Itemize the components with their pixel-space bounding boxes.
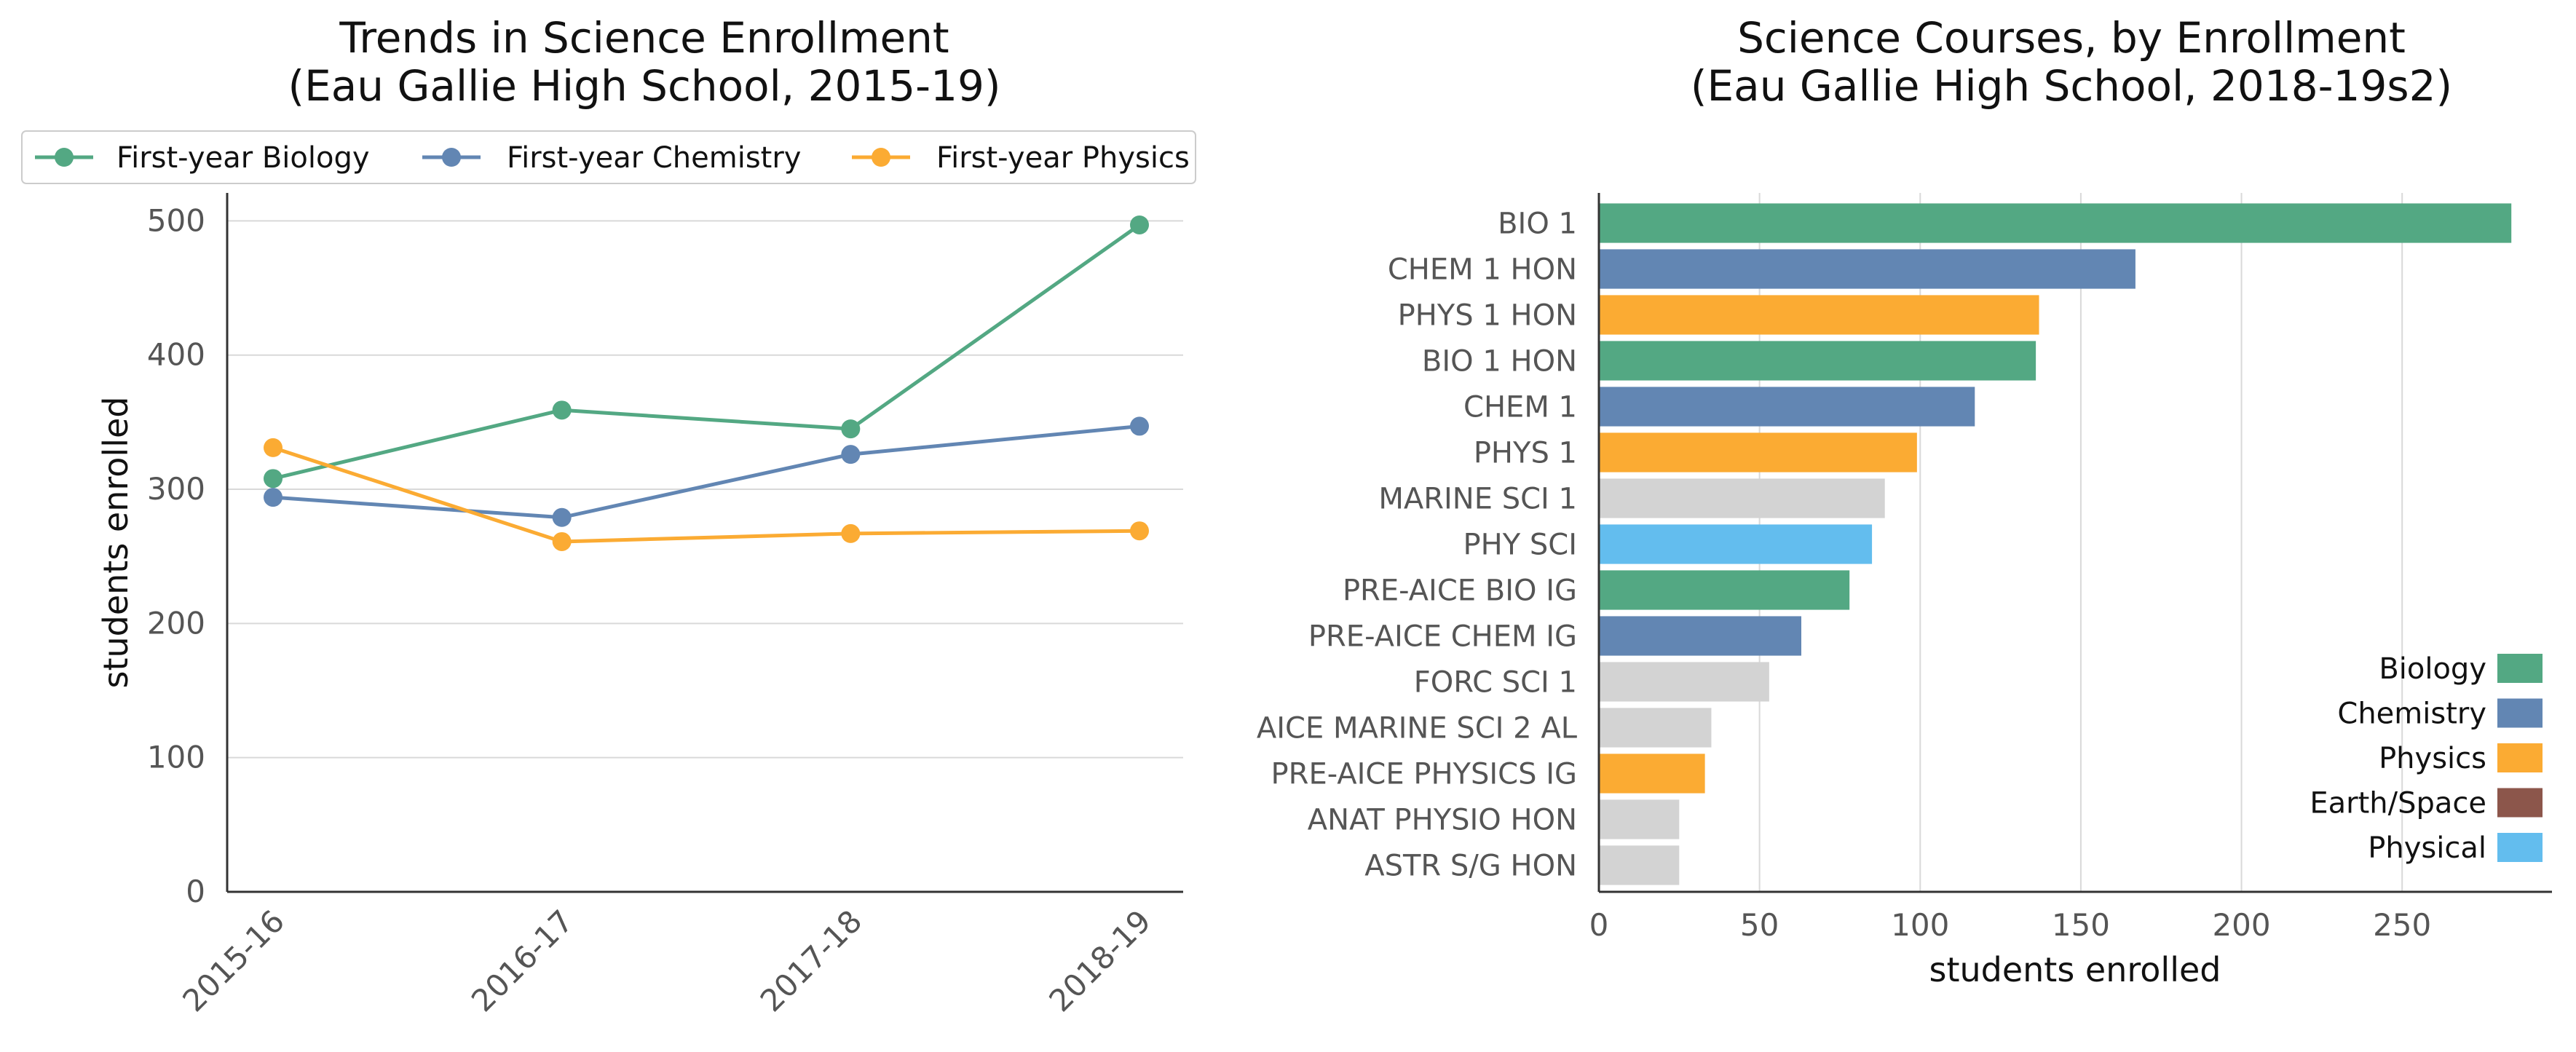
legend-marker-chemistry bbox=[442, 148, 461, 167]
bar-pre-aice-chem-ig bbox=[1599, 616, 1801, 656]
line-x-tick-label: 2016-17 bbox=[465, 903, 580, 1019]
bar-legend-label-chemistry: Chemistry bbox=[2337, 697, 2486, 731]
bar-category-labels: BIO 1 CHEM 1 HON PHYS 1 HON BIO 1 HON CHEM 1… bbox=[1257, 207, 1578, 883]
data-point bbox=[841, 523, 861, 543]
bar-phy-sci bbox=[1599, 524, 1873, 564]
line-y-tick-label: 100 bbox=[147, 740, 205, 775]
series-line bbox=[272, 223, 1141, 480]
line-y-tick-label: 400 bbox=[147, 337, 205, 373]
bar-category-label: PRE-AICE PHYSICS IG bbox=[1271, 758, 1577, 791]
data-point bbox=[264, 488, 283, 507]
data-point bbox=[841, 445, 861, 464]
bar-legend-label-physics: Physics bbox=[2379, 742, 2486, 775]
bar-category-label: BIO 1 bbox=[1498, 207, 1577, 241]
bar-x-tick-label: 100 bbox=[1891, 907, 1949, 943]
bar-phys-1 bbox=[1599, 432, 1917, 472]
bar-category-label: BIO 1 HON bbox=[1422, 345, 1577, 379]
legend-marker-physics bbox=[872, 148, 890, 167]
bar-x-tick-label: 200 bbox=[2212, 907, 2270, 943]
bar-bio-1 bbox=[1599, 203, 2512, 243]
data-point bbox=[841, 419, 861, 439]
bar-chart: Science Courses, by Enrollment (Eau Gall… bbox=[1257, 13, 2552, 989]
bar-legend: Biology Chemistry Physics Earth/Space Physic… bbox=[2310, 652, 2543, 865]
bar-category-label: PRE-AICE CHEM IG bbox=[1308, 620, 1577, 654]
data-point bbox=[1130, 416, 1149, 436]
legend-label-physics: First-year Physics bbox=[936, 141, 1190, 175]
bar-marine-sci-1 bbox=[1599, 478, 1885, 518]
bar-legend-label-physical: Physical bbox=[2368, 831, 2486, 865]
bar-category-label: PRE-AICE BIO IG bbox=[1343, 574, 1577, 608]
bar-chem-1 bbox=[1599, 387, 1975, 427]
line-y-tick-label: 300 bbox=[147, 471, 205, 507]
bar-category-label: PHY SCI bbox=[1463, 529, 1577, 562]
bar-category-label: AICE MARINE SCI 2 AL bbox=[1257, 712, 1578, 746]
data-point bbox=[552, 400, 572, 420]
line-x-tick-label: 2018-19 bbox=[1042, 903, 1158, 1019]
line-x-tick-label: 2015-16 bbox=[175, 903, 291, 1019]
bar-bars bbox=[1599, 203, 2512, 885]
line-x-tick-label: 2017-18 bbox=[754, 903, 869, 1019]
bar-category-label: CHEM 1 bbox=[1463, 391, 1577, 424]
bar-category-label: CHEM 1 HON bbox=[1388, 253, 1577, 287]
bar-chart-title: Science Courses, by Enrollment bbox=[1737, 13, 2406, 63]
bar-pre-aice-bio-ig bbox=[1599, 570, 1850, 610]
data-point bbox=[552, 531, 572, 551]
bar-category-label: ASTR S/G HON bbox=[1364, 850, 1577, 883]
series-line bbox=[272, 446, 1140, 544]
line-y-tick-label: 500 bbox=[147, 202, 205, 238]
bar-chart-subtitle: (Eau Gallie High School, 2018-19s2) bbox=[1691, 61, 2452, 111]
data-point bbox=[552, 507, 572, 527]
series-first-year-biology bbox=[264, 215, 1149, 489]
bar-legend-swatch-biology bbox=[2497, 654, 2543, 683]
series-line bbox=[272, 424, 1140, 520]
bar-x-tick-label: 250 bbox=[2373, 907, 2431, 943]
line-y-tick-label: 0 bbox=[186, 874, 205, 909]
bar-forc-sci-1 bbox=[1599, 662, 1769, 702]
bar-x-tick-label: 0 bbox=[1589, 907, 1609, 943]
data-point bbox=[264, 438, 283, 457]
bar-x-axis-label: students enrolled bbox=[1929, 950, 2221, 989]
legend-label-biology: First-year Biology bbox=[116, 141, 370, 175]
bar-category-label: FORC SCI 1 bbox=[1414, 666, 1577, 700]
bar-x-tick-label: 50 bbox=[1740, 907, 1779, 943]
line-y-tick-label: 200 bbox=[147, 605, 205, 641]
series-first-year-chemistry bbox=[264, 416, 1149, 527]
legend-marker-biology bbox=[55, 148, 74, 167]
bar-bio-1-hon bbox=[1599, 341, 2036, 381]
data-point bbox=[1130, 521, 1149, 541]
line-legend: First-year Biology First-year Chemistry … bbox=[21, 130, 1196, 184]
bar-legend-swatch-physics bbox=[2497, 743, 2543, 772]
bar-legend-swatch-earth-space bbox=[2497, 788, 2543, 818]
bar-legend-label-earth-space: Earth/Space bbox=[2310, 787, 2486, 820]
data-point bbox=[264, 469, 283, 489]
line-chart-title: Trends in Science Enrollment bbox=[339, 13, 949, 63]
line-chart-subtitle: (Eau Gallie High School, 2015-19) bbox=[288, 61, 1000, 111]
bar-x-tick-label: 150 bbox=[2052, 907, 2110, 943]
bar-x-ticks: 0 50 100 150 200 250 bbox=[1589, 907, 2432, 943]
line-grid bbox=[227, 220, 1183, 759]
bar-legend-swatch-chemistry bbox=[2497, 698, 2543, 728]
bar-aice-marine-sci-2-al bbox=[1599, 708, 1712, 748]
series-first-year-physics bbox=[264, 438, 1149, 551]
line-series bbox=[264, 215, 1149, 551]
line-x-ticks: 2015-16 2016-17 2017-18 2018-19 bbox=[175, 903, 1158, 1019]
line-y-axis-label: students enrolled bbox=[96, 397, 135, 689]
bar-phys-1-hon bbox=[1599, 295, 2039, 335]
bar-chem-1-hon bbox=[1599, 249, 2136, 289]
legend-label-chemistry: First-year Chemistry bbox=[507, 141, 801, 175]
line-legend-frame bbox=[21, 130, 1196, 184]
bar-astr-s-g-hon bbox=[1599, 845, 1680, 885]
bar-legend-label-biology: Biology bbox=[2379, 652, 2486, 686]
bar-category-label: PHYS 1 bbox=[1474, 437, 1577, 470]
bar-category-label: PHYS 1 HON bbox=[1398, 299, 1577, 333]
bar-category-label: MARINE SCI 1 bbox=[1378, 483, 1577, 516]
bar-pre-aice-physics-ig bbox=[1599, 754, 1705, 794]
bar-legend-swatch-physical bbox=[2497, 833, 2543, 862]
line-chart: Trends in Science Enrollment (Eau Gallie… bbox=[21, 13, 1196, 1019]
data-point bbox=[1130, 215, 1149, 234]
bar-anat-physio-hon bbox=[1599, 799, 1680, 839]
bar-category-label: ANAT PHYSIO HON bbox=[1308, 804, 1577, 837]
line-y-ticks: 0 100 200 300 400 500 bbox=[147, 202, 205, 909]
